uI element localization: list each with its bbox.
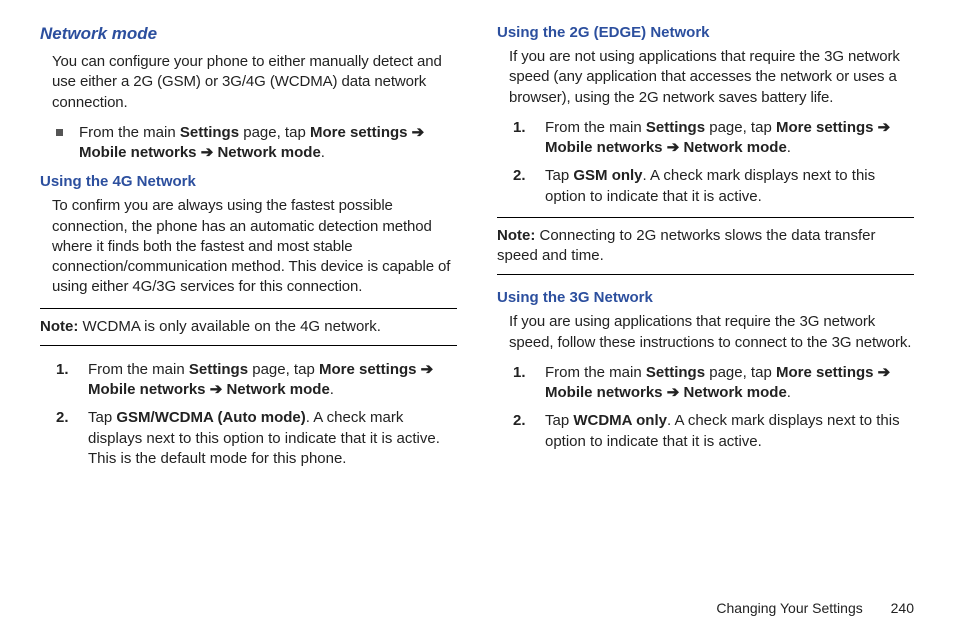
bold-span: GSM/WCDMA (Auto mode)	[116, 409, 305, 426]
footer-section-label: Changing Your Settings	[716, 600, 862, 616]
page-number: 240	[891, 600, 914, 616]
bold-span: Network mode	[683, 139, 786, 156]
ordered-list-4g: 1. From the main Settings page, tap More…	[56, 360, 457, 469]
subheading-2g: Using the 2G (EDGE) Network	[497, 24, 914, 41]
body-3g: If you are using applications that requi…	[497, 312, 914, 353]
text-span: .	[321, 144, 325, 161]
bold-span: Mobile networks	[545, 384, 663, 401]
bold-span: GSM only	[573, 167, 642, 184]
note-label: Note:	[40, 318, 78, 335]
text-span: page, tap	[705, 364, 776, 381]
text-span: From the main	[545, 364, 646, 381]
list-item: 2. Tap GSM only. A check mark displays n…	[513, 166, 914, 207]
bold-span: Network mode	[217, 144, 320, 161]
list-number: 1.	[513, 363, 531, 404]
text-span: Tap	[545, 167, 573, 184]
body-2g: If you are not using applications that r…	[497, 47, 914, 108]
page-footer: Changing Your Settings 240	[716, 600, 914, 616]
text-span: page, tap	[248, 361, 319, 378]
note-box: Note: Connecting to 2G networks slows th…	[497, 217, 914, 276]
bold-span: More settings	[776, 364, 874, 381]
bullet-item: From the main Settings page, tap More se…	[56, 123, 457, 164]
list-number: 2.	[56, 408, 74, 469]
bold-span: Settings	[646, 119, 705, 136]
list-text: Tap GSM/WCDMA (Auto mode). A check mark …	[88, 408, 457, 469]
list-item: 1. From the main Settings page, tap More…	[513, 363, 914, 404]
right-column: Using the 2G (EDGE) Network If you are n…	[497, 24, 914, 479]
arrow-icon: ➔	[197, 144, 218, 161]
bold-span: Settings	[646, 364, 705, 381]
note-box: Note: WCDMA is only available on the 4G …	[40, 308, 457, 346]
text-span: .	[787, 384, 791, 401]
arrow-icon: ➔	[407, 124, 424, 141]
bold-span: More settings	[776, 119, 874, 136]
bold-span: More settings	[310, 124, 408, 141]
arrow-icon: ➔	[206, 381, 227, 398]
left-column: Network mode You can configure your phon…	[40, 24, 457, 479]
two-column-layout: Network mode You can configure your phon…	[40, 24, 914, 479]
arrow-icon: ➔	[663, 139, 684, 156]
bold-span: More settings	[319, 361, 417, 378]
bold-span: Network mode	[226, 381, 329, 398]
list-item: 1. From the main Settings page, tap More…	[513, 118, 914, 159]
list-number: 1.	[513, 118, 531, 159]
arrow-icon: ➔	[416, 361, 433, 378]
body-4g: To confirm you are always using the fast…	[40, 196, 457, 297]
text-span: .	[330, 381, 334, 398]
list-text: Tap WCDMA only. A check mark displays ne…	[545, 411, 914, 452]
text-span: From the main	[88, 361, 189, 378]
list-item: 1. From the main Settings page, tap More…	[56, 360, 457, 401]
text-span: .	[787, 139, 791, 156]
note-label: Note:	[497, 227, 535, 244]
document-page: Network mode You can configure your phon…	[0, 0, 954, 636]
text-span: page, tap	[705, 119, 776, 136]
arrow-icon: ➔	[873, 364, 890, 381]
text-span: page, tap	[239, 124, 310, 141]
list-text: Tap GSM only. A check mark displays next…	[545, 166, 914, 207]
bold-span: WCDMA only	[573, 412, 667, 429]
text-span: From the main	[545, 119, 646, 136]
list-number: 1.	[56, 360, 74, 401]
subheading-3g: Using the 3G Network	[497, 289, 914, 306]
bullet-text: From the main Settings page, tap More se…	[79, 123, 457, 164]
list-text: From the main Settings page, tap More se…	[88, 360, 457, 401]
list-number: 2.	[513, 166, 531, 207]
bold-span: Network mode	[683, 384, 786, 401]
note-text: Connecting to 2G networks slows the data…	[497, 227, 876, 264]
section-heading-network-mode: Network mode	[40, 24, 457, 44]
ordered-list-3g: 1. From the main Settings page, tap More…	[513, 363, 914, 452]
bold-span: Settings	[189, 361, 248, 378]
subheading-4g: Using the 4G Network	[40, 173, 457, 190]
text-span: Tap	[88, 409, 116, 426]
text-span: From the main	[79, 124, 180, 141]
arrow-icon: ➔	[873, 119, 890, 136]
list-item: 2. Tap GSM/WCDMA (Auto mode). A check ma…	[56, 408, 457, 469]
square-bullet-icon	[56, 129, 63, 136]
bold-span: Mobile networks	[545, 139, 663, 156]
bold-span: Mobile networks	[88, 381, 206, 398]
list-text: From the main Settings page, tap More se…	[545, 118, 914, 159]
ordered-list-2g: 1. From the main Settings page, tap More…	[513, 118, 914, 207]
bold-span: Mobile networks	[79, 144, 197, 161]
bold-span: Settings	[180, 124, 239, 141]
list-text: From the main Settings page, tap More se…	[545, 363, 914, 404]
list-number: 2.	[513, 411, 531, 452]
arrow-icon: ➔	[663, 384, 684, 401]
text-span: Tap	[545, 412, 573, 429]
list-item: 2. Tap WCDMA only. A check mark displays…	[513, 411, 914, 452]
intro-paragraph: You can configure your phone to either m…	[40, 52, 457, 113]
note-text: WCDMA is only available on the 4G networ…	[78, 318, 381, 335]
